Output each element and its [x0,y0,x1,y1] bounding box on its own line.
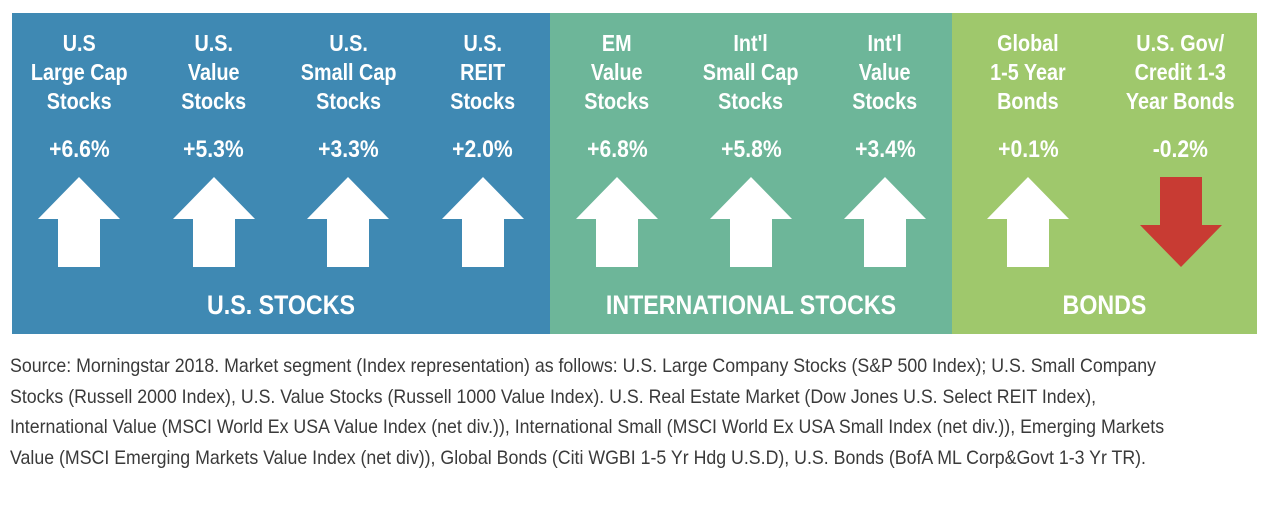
bonds-label: BONDS [1062,290,1147,320]
asset-class-title: Global 1-5 Year Bonds [990,29,1066,119]
asset-class-column: U.S. REIT Stocks +2.0% [416,13,551,278]
return-value: +2.0% [452,136,513,163]
asset-class-title-line: U.S [62,30,96,56]
arrow-up-icon [172,177,255,267]
arrow-up-icon-shape [987,177,1070,267]
us-stocks-columns: U.S Large Cap Stocks +6.6% U.S. Value Stocks +5… [12,13,550,278]
asset-class-title-line: Value [859,59,911,85]
asset-class-title-line: Stocks [315,88,381,114]
return-value: +6.6% [49,136,110,163]
arrow-up-icon-shape [38,177,121,267]
arrow-up-icon [576,177,658,267]
bonds-columns: Global 1-5 Year Bonds +0.1% U.S. Gov/Credit … [952,13,1257,278]
asset-class-title-line: EM [602,30,632,56]
bonds-panel: Global 1-5 Year Bonds +0.1% U.S. Gov/Credit … [952,13,1257,334]
asset-class-column: U.S. Value Stocks +5.3% [147,13,282,278]
us-stocks-label: U.S. STOCKS [207,290,355,320]
asset-class-title-line: U.S. [194,30,233,56]
arrow-up-icon-shape [844,177,926,267]
arrow-up-icon [710,177,792,267]
arrow-up-icon-shape [172,177,255,267]
asset-class-title-line: 1-5 Year [990,59,1067,85]
asset-class-title-line: Stocks [181,88,247,114]
return-value: +5.8% [720,136,782,163]
asset-class-title-line: U.S. Gov/ [1136,30,1225,56]
return-value: -0.2% [1153,136,1209,163]
arrow-up-icon [441,177,524,267]
arrow-down-icon [1139,177,1222,267]
return-value: +5.3% [183,136,244,163]
international-stocks-columns: EM Value Stocks +6.8% Int'l Small Cap Stocks +5… [550,13,952,278]
asset-class-title: U.S. Small Cap Stocks [300,29,396,119]
asset-class-title-line: Credit 1-3 [1135,59,1227,85]
arrow-up-icon [307,177,390,267]
return-value: +3.3% [318,136,379,163]
arrow-up-icon-shape [441,177,524,267]
asset-class-column: Global 1-5 Year Bonds +0.1% [952,13,1105,278]
asset-class-title: Int'l Value Stocks [853,29,918,119]
asset-class-title: Int'l Small Cap Stocks [703,29,799,119]
asset-class-title-line: Stocks [852,88,918,114]
asset-class-column: EM Value Stocks +6.8% [550,13,684,278]
asset-class-title-line: U.S. [463,30,502,56]
source-note: Source: Morningstar 2018. Market segment… [10,356,1165,469]
asset-class-title: U.S Large Cap Stocks [31,29,128,119]
arrow-up-icon-shape [576,177,658,267]
return-value: +0.1% [998,136,1059,163]
asset-class-title-line: Int'l [733,30,769,56]
asset-class-title-line: Stocks [46,88,112,114]
international-stocks-panel: EM Value Stocks +6.8% Int'l Small Cap Stocks +5… [550,13,952,334]
asset-class-title: U.S. REIT Stocks [450,29,515,119]
asset-class-title: U.S. Gov/Credit 1-3 Year Bonds [1126,29,1235,119]
return-value: +3.4% [854,136,916,163]
arrow-down-icon-shape [1139,177,1222,267]
asset-class-title: U.S. Value Stocks [181,29,246,119]
international-stocks-label: INTERNATIONAL STOCKS [605,290,897,320]
asset-class-title-line: Bonds [997,88,1060,114]
asset-class-title-line: Stocks [718,88,784,114]
arrow-up-icon [844,177,926,267]
asset-class-column: U.S Large Cap Stocks +6.6% [12,13,147,278]
arrow-up-icon [38,177,121,267]
asset-class-title-line: Stocks [584,88,650,114]
arrow-up-icon [987,177,1070,267]
asset-class-title-line: Small Cap [300,59,397,85]
asset-class-column: U.S. Small Cap Stocks +3.3% [281,13,416,278]
asset-class-title-line: Int'l [867,30,903,56]
return-value: +6.8% [586,136,648,163]
asset-class-title-line: REIT [460,59,506,85]
asset-class-title-line: U.S. [329,30,368,56]
asset-class-column: U.S. Gov/Credit 1-3 Year Bonds -0.2% [1105,13,1258,278]
arrow-up-icon-shape [307,177,390,267]
asset-class-title-line: Global [997,30,1060,56]
us-stocks-panel: U.S Large Cap Stocks +6.6% U.S. Value Stocks +5… [12,13,550,334]
asset-class-title-line: Value [591,59,643,85]
asset-class-column: Int'l Value Stocks +3.4% [818,13,952,278]
asset-class-title-line: Stocks [450,88,516,114]
asset-class-title-line: Large Cap [30,59,128,85]
asset-class-title-line: Value [187,59,240,85]
asset-class-title-line: Small Cap [703,59,799,85]
asset-class-column: Int'l Small Cap Stocks +5.8% [684,13,818,278]
asset-class-title-line: Year Bonds [1126,88,1236,114]
arrow-up-icon-shape [710,177,792,267]
asset-class-title: EM Value Stocks [585,29,650,119]
returns-panels: U.S Large Cap Stocks +6.6% U.S. Value Stocks +5… [12,13,1257,334]
